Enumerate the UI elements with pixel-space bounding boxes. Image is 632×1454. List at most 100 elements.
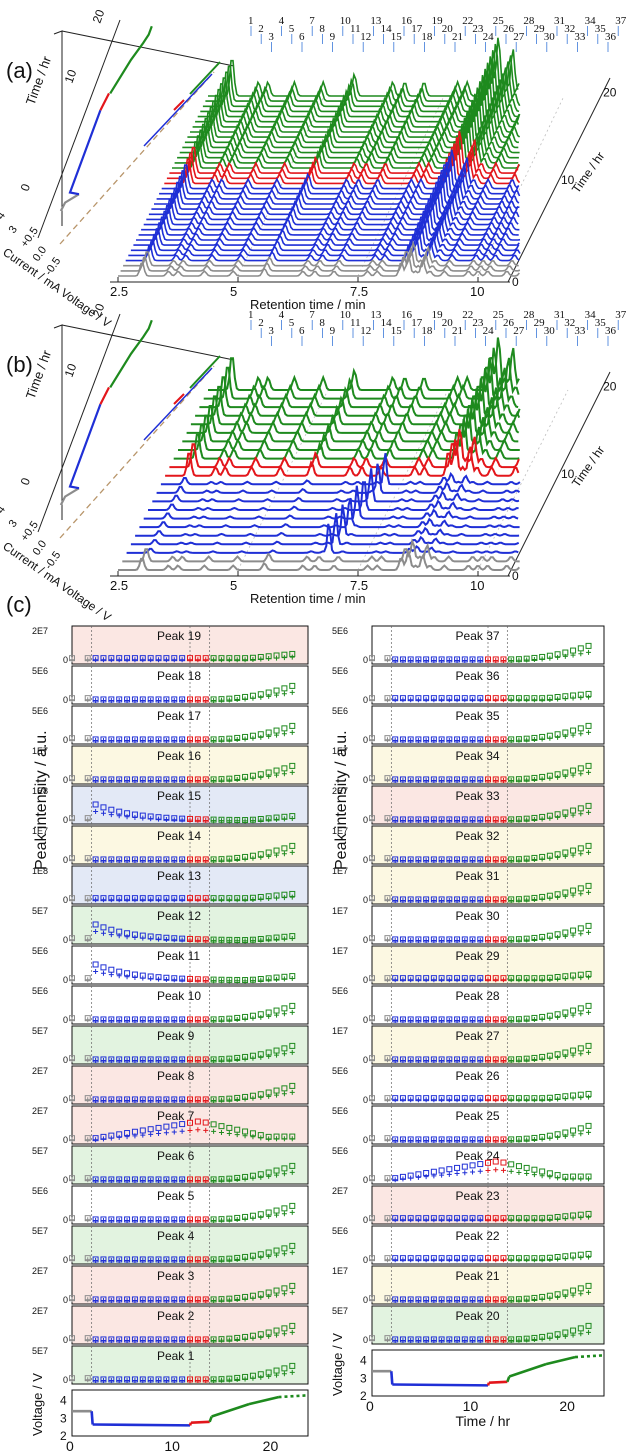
data-marker-cross <box>408 1137 414 1143</box>
data-marker-cross <box>555 976 561 982</box>
time-axis-line <box>507 371 611 577</box>
data-marker-cross <box>140 657 146 663</box>
peak-number-label: 11 <box>350 317 361 329</box>
data-marker-cross <box>369 777 375 783</box>
data-marker-cross <box>531 1017 537 1023</box>
data-marker-cross <box>408 1337 414 1343</box>
data-marker-cross <box>258 1014 264 1020</box>
x-tick-label: 5 <box>230 578 237 593</box>
data-marker-cross <box>547 735 553 741</box>
data-marker-cross <box>195 657 201 663</box>
data-marker-cross <box>446 697 452 703</box>
voltage-curve-segment <box>508 1362 547 1378</box>
data-marker-cross <box>187 937 193 943</box>
subplot-title: Peak 24 <box>456 1149 500 1163</box>
data-marker-cross <box>132 897 138 903</box>
data-marker-cross <box>392 1057 398 1063</box>
voltage-curve-segment <box>392 1383 489 1387</box>
subplot-zero-tick: 0 <box>363 1095 368 1105</box>
subplot-zero-tick: 0 <box>363 1255 368 1265</box>
data-marker-cross <box>415 817 421 823</box>
chromatogram-trace <box>199 357 519 409</box>
data-marker-cross <box>234 1297 240 1303</box>
data-marker-cross <box>258 1294 264 1300</box>
data-marker-cross <box>524 1097 530 1103</box>
data-marker-cross <box>508 1137 514 1143</box>
data-marker-cross <box>132 815 138 821</box>
subplot-ymax-tick: 1E7 <box>332 906 348 916</box>
subplot-ymax-tick: 1E7 <box>332 946 348 956</box>
data-marker-cross <box>369 737 375 743</box>
data-marker-cross <box>242 736 248 742</box>
voltage-curve-segment <box>248 1395 279 1406</box>
data-marker-square <box>577 845 584 852</box>
subplot: 1E7 0 Peak 31 <box>332 865 605 905</box>
voltage-tick-label: 3 <box>360 1371 367 1385</box>
data-marker-cross <box>415 1017 421 1023</box>
data-marker-cross <box>439 857 445 863</box>
data-marker-cross <box>384 857 390 863</box>
data-marker-cross <box>493 937 499 943</box>
subplot: 5E6 0 Peak 24 <box>332 1145 605 1185</box>
data-marker-cross <box>69 1017 75 1023</box>
peak-number-label: 15 <box>391 325 403 337</box>
data-marker-cross <box>539 977 545 983</box>
data-marker-cross <box>555 1256 561 1262</box>
data-marker-cross <box>250 1015 256 1021</box>
peak-number-label: 27 <box>513 31 525 43</box>
data-marker-square <box>577 1325 584 1332</box>
data-marker-cross <box>439 657 445 663</box>
data-marker-cross <box>578 731 584 737</box>
data-marker-cross <box>454 1257 460 1263</box>
data-marker-cross <box>423 1337 429 1343</box>
data-marker-cross <box>562 933 568 939</box>
data-marker-cross <box>562 733 568 739</box>
data-marker-cross <box>93 1257 99 1263</box>
data-marker-cross <box>415 1137 421 1143</box>
data-marker-cross <box>578 1131 584 1137</box>
data-marker-cross <box>274 1052 280 1058</box>
data-marker-cross <box>171 1377 177 1383</box>
data-marker-cross <box>384 937 390 943</box>
subplot-title: Peak 28 <box>456 989 500 1003</box>
data-marker-cross <box>570 1012 576 1018</box>
subplot: 5E6 0 Peak 10 <box>32 985 309 1025</box>
subplot-ymax-tick: 2E7 <box>32 1306 48 1316</box>
chromatogram-trace <box>148 180 520 216</box>
data-marker-cross <box>250 1055 256 1061</box>
data-marker-cross <box>116 1057 122 1063</box>
data-marker-cross <box>508 857 514 863</box>
data-marker-cross <box>477 1217 483 1223</box>
peak-number-label: 5 <box>289 317 295 329</box>
data-marker-cross <box>493 1167 499 1173</box>
data-marker-cross <box>108 1377 114 1383</box>
data-marker-cross <box>100 1217 106 1223</box>
data-marker-cross <box>446 1057 452 1063</box>
data-marker-cross <box>258 817 264 823</box>
data-marker-cross <box>562 1096 568 1102</box>
data-marker-cross <box>211 1297 217 1303</box>
subplot-title: Peak 35 <box>456 709 500 723</box>
peak-number-label: 4 <box>279 15 285 27</box>
data-marker-cross <box>493 1097 499 1103</box>
data-marker-cross <box>242 696 248 702</box>
subplot-zero-tick: 0 <box>363 975 368 985</box>
data-marker-cross <box>289 935 295 941</box>
data-marker-cross <box>179 1337 185 1343</box>
data-marker-cross <box>570 812 576 818</box>
data-marker-cross <box>578 651 584 657</box>
data-marker-square <box>577 805 584 812</box>
data-marker-cross <box>179 1257 185 1263</box>
data-marker-cross <box>85 1057 91 1063</box>
data-marker-cross <box>500 937 506 943</box>
data-marker-cross <box>242 938 248 944</box>
subplot-frame <box>371 825 605 865</box>
subplot-ymax-tick: 5E7 <box>332 1306 348 1316</box>
data-marker-cross <box>369 1297 375 1303</box>
data-marker-cross <box>500 817 506 823</box>
data-marker-cross <box>69 1177 75 1183</box>
data-marker-cross <box>493 1217 499 1223</box>
data-marker-cross <box>250 978 256 984</box>
data-marker-cross <box>195 977 201 983</box>
data-marker-cross <box>415 897 421 903</box>
